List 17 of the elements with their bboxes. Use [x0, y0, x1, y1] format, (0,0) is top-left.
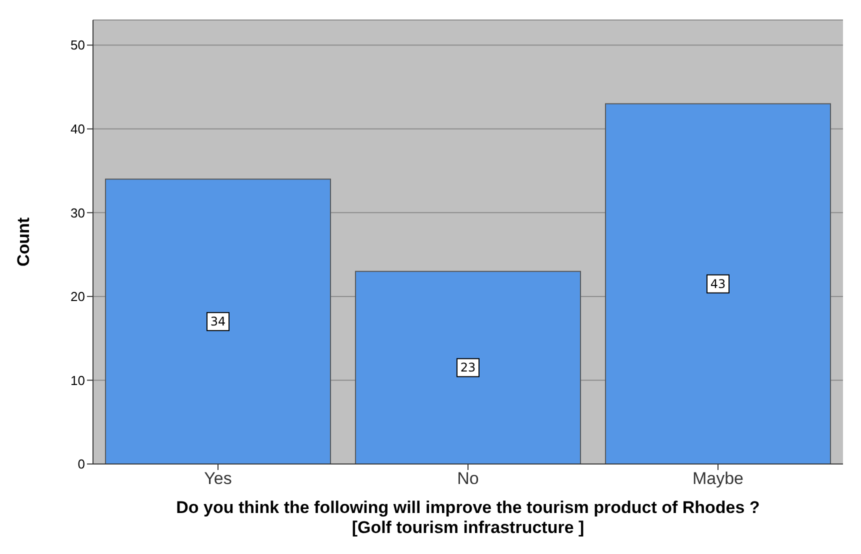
- y-tick-label: 30: [70, 205, 85, 220]
- data-label: 23: [460, 360, 476, 375]
- x-tick-label: Yes: [204, 469, 232, 488]
- x-axis-title: Do you think the following will improve the tourism product of Rhodes ? [Golf tourism infrastructure ]: [175, 498, 761, 538]
- y-tick-label: 0: [78, 456, 85, 472]
- x-tick-label: Maybe: [692, 469, 744, 488]
- data-label: 34: [210, 314, 226, 329]
- bar: [605, 103, 831, 464]
- y-tick-label: 10: [70, 372, 85, 388]
- data-label: 43: [710, 276, 726, 291]
- x-tick-label: No: [457, 469, 479, 488]
- y-tick-label: 40: [70, 122, 85, 137]
- y-tick-label: 20: [70, 289, 85, 304]
- bar: [355, 270, 581, 464]
- y-tick-label: 50: [70, 38, 85, 53]
- bar: [105, 178, 331, 464]
- y-axis-title: Count: [14, 217, 34, 267]
